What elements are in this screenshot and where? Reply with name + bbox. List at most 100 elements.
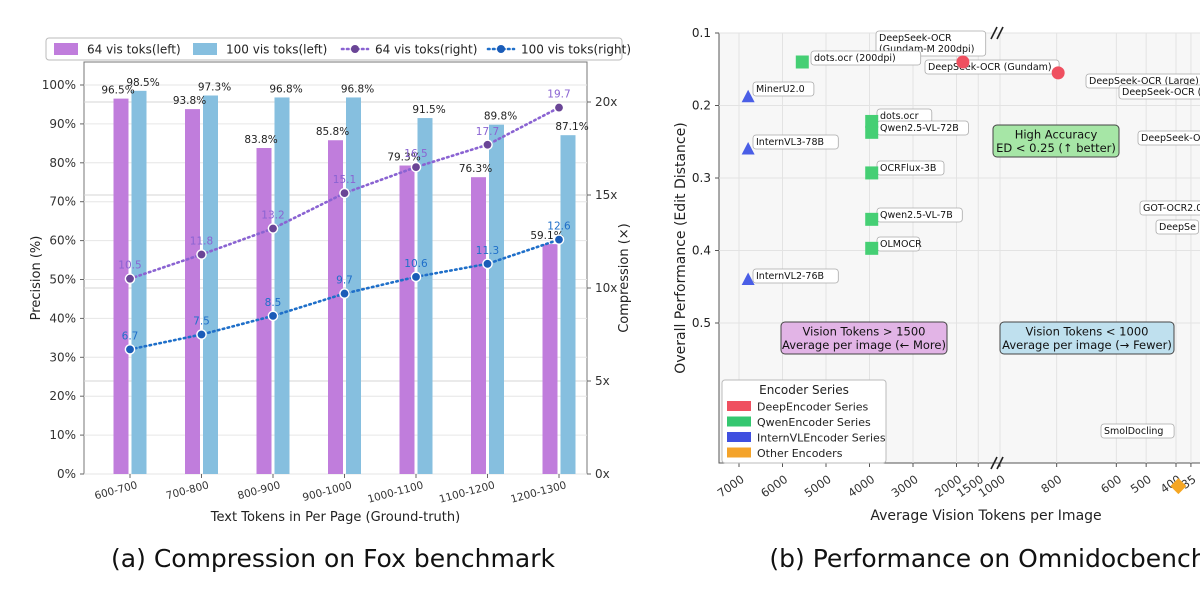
annotation-text: Average per image (← More): [782, 338, 946, 352]
point-label-box: [1100, 423, 1175, 439]
ytick-right-label: 20x: [595, 95, 617, 109]
line-data-label: 15.1: [333, 174, 356, 186]
annotation-text: ED < 0.25 (↑ better): [996, 141, 1116, 155]
line-point: [196, 329, 207, 340]
legend-label: 64 vis toks(left): [87, 43, 181, 57]
scatter-point: [795, 55, 809, 69]
scatter-point: [865, 125, 879, 139]
xtick-label: 500: [1128, 472, 1154, 496]
ytick-left-label: 60%: [49, 234, 76, 248]
axis-break-mark: [996, 26, 1004, 40]
legend-marker: [497, 45, 505, 53]
line-data-label: 7.5: [193, 316, 210, 328]
xtick-label: 800: [1038, 472, 1064, 496]
scatter-point: [865, 114, 879, 128]
legend-label: Other Encoders: [757, 447, 843, 460]
legend-swatch: [193, 43, 217, 55]
bar-data-label: 91.5%: [412, 104, 445, 116]
ytick-right-label: 10x: [595, 281, 617, 295]
axis-break-mark: [996, 456, 1004, 470]
line-data-label: 9.7: [336, 275, 353, 287]
bar: [274, 97, 290, 474]
point-label: Qwen2.5-VL-72B: [880, 123, 959, 134]
ytick-label: 0.4: [692, 244, 711, 258]
point-label: dots.ocr: [880, 111, 919, 122]
line-data-label: 11.8: [190, 236, 213, 248]
line-point: [267, 223, 279, 234]
xtick-label: 1200-1300: [509, 479, 567, 505]
point-label-box: [1155, 219, 1199, 235]
point-label: (Gundam-M 200dpi): [879, 44, 974, 55]
point-label: SmolDocling: [1104, 426, 1163, 437]
ytick-right-label: 15x: [595, 188, 617, 202]
legend-marker: [351, 45, 359, 53]
point-label-box: [875, 30, 987, 57]
xtick-label: 1000-1100: [366, 479, 424, 505]
legend-swatch: [727, 432, 751, 442]
ytick-label: 0.1: [692, 26, 711, 40]
ytick-right-label: 5x: [595, 374, 610, 388]
point-label-box: [810, 50, 922, 66]
point-label-box: [752, 134, 839, 150]
line-data-label: 11.3: [476, 245, 499, 257]
scatter-point: [741, 142, 755, 155]
annotation-box: [999, 321, 1175, 355]
x-axis-label: Average Vision Tokens per Image: [870, 508, 1101, 524]
point-label: dots.ocr (200dpi): [814, 53, 896, 64]
legend-box: [721, 379, 887, 464]
legend-swatch: [727, 401, 751, 411]
bar-data-label: 93.8%: [173, 95, 206, 107]
ytick-left-label: 70%: [49, 195, 76, 209]
legend-title: Encoder Series: [759, 383, 849, 397]
caption-a: (a) Compression on Fox benchmark: [111, 544, 555, 573]
ytick-left-label: 50%: [49, 273, 76, 287]
ytick-left-label: 100%: [42, 78, 76, 92]
legend-label: DeepEncoder Series: [757, 401, 869, 414]
line-data-label: 17.7: [476, 126, 499, 138]
point-label: DeepSeek-OCR (Large): [1089, 76, 1199, 87]
legend-label: 100 vis toks(left): [226, 43, 327, 57]
xtick-label: 3000: [889, 472, 921, 500]
bar: [203, 95, 218, 475]
annotation-text: High Accuracy: [1015, 128, 1098, 142]
xtick-label: 600-700: [93, 479, 138, 502]
line-data-label: 8.5: [265, 297, 282, 309]
y-axis-label-left: Precision (%): [29, 236, 44, 321]
line-point: [339, 187, 350, 199]
ytick-right-label: 0x: [595, 467, 610, 481]
ytick-left-label: 80%: [49, 156, 76, 170]
legend-label: InternVLEncoder Series: [757, 432, 886, 445]
annotation-text: Vision Tokens > 1500: [803, 325, 926, 339]
legend-a: 64 vis toks(left) 100 vis toks(left) 64 vi…: [45, 37, 631, 61]
xtick-label: 700-800: [165, 479, 210, 502]
line-data-label: 10.6: [404, 258, 428, 270]
line-data-label: 6.7: [122, 330, 139, 342]
line-data-label: 12.6: [547, 221, 571, 233]
scatter-point: [1051, 66, 1065, 80]
point-label: InternVL3-78B: [756, 137, 824, 148]
ytick-left-label: 0%: [57, 467, 76, 481]
bar-data-label: 76.3%: [459, 163, 492, 175]
bar-data-label: 97.3%: [198, 82, 231, 94]
scatter-point: [741, 89, 755, 103]
annotation-text: Vision Tokens < 1000: [1026, 325, 1149, 339]
line-point: [482, 258, 493, 270]
point-label: MinerU2.0: [756, 84, 805, 95]
legend-swatch: [727, 447, 751, 458]
ytick-label: 0.5: [692, 316, 711, 330]
bar-data-label: 85.8%: [316, 126, 349, 138]
line-point: [124, 344, 136, 355]
line-data-label: 13.2: [261, 209, 284, 221]
point-label: DeepSeek-OCR (Gundam): [928, 62, 1052, 73]
bar: [560, 135, 576, 474]
bar-data-label: 96.8%: [341, 83, 374, 95]
line-point: [410, 161, 422, 173]
line-data-label: 10.5: [118, 260, 141, 272]
point-label: DeepSeek-OCR: [879, 33, 952, 44]
annotation-box: [992, 124, 1120, 158]
point-label: InternVL2-76B: [756, 271, 824, 282]
point-label-box: [752, 81, 815, 97]
line-point: [410, 271, 422, 283]
